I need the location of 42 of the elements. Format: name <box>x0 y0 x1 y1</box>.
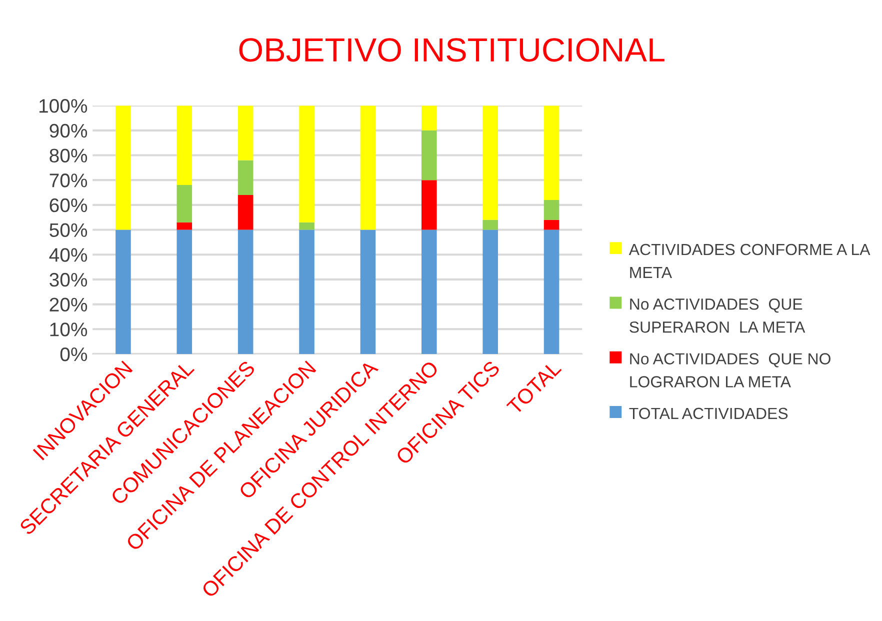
y-tick-label: 80% <box>50 148 88 162</box>
bar <box>238 160 254 195</box>
bar <box>299 222 314 230</box>
bar <box>176 106 192 186</box>
y-tick-label: 40% <box>49 248 88 262</box>
y-tick-label: 50% <box>50 223 88 238</box>
y-tick-label: 100% <box>40 99 88 113</box>
bar <box>422 130 437 180</box>
bar <box>116 106 131 230</box>
bar <box>544 230 560 354</box>
bar <box>299 230 314 354</box>
bar <box>544 106 560 200</box>
bar <box>360 106 376 230</box>
bar <box>544 200 560 220</box>
bar <box>544 220 560 230</box>
legend-label: No ACTIVIDADES QUE SUPERARON LA META <box>630 298 806 333</box>
bar <box>422 180 437 230</box>
bar <box>176 185 192 222</box>
bar <box>360 230 376 354</box>
bar <box>238 106 254 160</box>
y-tick-label: 30% <box>50 272 88 287</box>
legend-label: No ACTIVIDADES QUE NO LOGRARON LA META <box>630 353 830 388</box>
y-tick-label: 70% <box>50 174 88 188</box>
y-tick-label: 60% <box>50 198 88 212</box>
bar <box>299 106 314 222</box>
legend-label: ACTIVIDADES CONFORME A LA META <box>628 244 870 278</box>
bar <box>422 230 437 354</box>
bar <box>482 106 498 220</box>
bar <box>176 222 192 230</box>
bar <box>238 230 254 354</box>
bar <box>422 106 437 130</box>
legend-label: TOTAL ACTIVIDADES <box>629 408 788 420</box>
bar <box>116 230 131 354</box>
bar <box>176 230 192 354</box>
y-tick-label: 90% <box>50 124 88 138</box>
bar <box>482 230 498 354</box>
chart-title: OBJETIVO INSTITUCIONAL <box>239 38 664 62</box>
y-tick-label: 0% <box>60 347 88 362</box>
y-tick-label: 10% <box>50 322 88 336</box>
bar <box>482 220 498 230</box>
y-tick-label: 20% <box>50 298 88 312</box>
bar <box>238 194 254 230</box>
